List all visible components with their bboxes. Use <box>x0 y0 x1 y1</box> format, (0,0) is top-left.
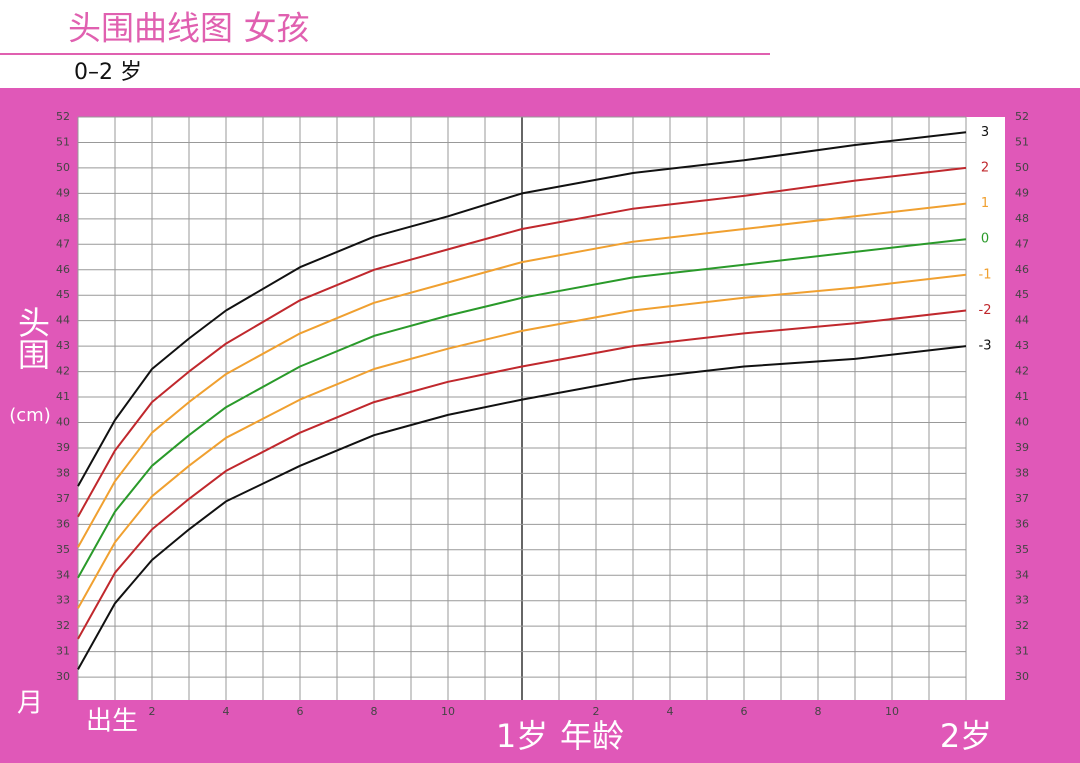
x-tick-label: 10 <box>441 705 455 718</box>
y-tick-label-right: 33 <box>1015 594 1029 607</box>
x-tick-label: 6 <box>297 705 304 718</box>
y-tick-label: 45 <box>56 288 70 301</box>
y-tick-label: 33 <box>56 594 70 607</box>
x-tick-label: 10 <box>885 705 899 718</box>
plot-background <box>78 117 1005 700</box>
y-tick-label-right: 47 <box>1015 237 1029 250</box>
y-tick-label-right: 52 <box>1015 110 1029 123</box>
series-label: 3 <box>981 125 989 140</box>
y-tick-label-right: 35 <box>1015 543 1029 556</box>
y-tick-label: 46 <box>56 263 70 276</box>
y-tick-label: 50 <box>56 161 70 174</box>
x-tick-label: 8 <box>815 705 822 718</box>
y-tick-label: 30 <box>56 670 70 683</box>
x-tick-label: 4 <box>223 705 230 718</box>
y-tick-label: 36 <box>56 517 70 530</box>
y-tick-label: 51 <box>56 135 70 148</box>
x-tick-label: 2 <box>593 705 600 718</box>
y-tick-label-right: 41 <box>1015 390 1029 403</box>
y-tick-label: 41 <box>56 390 70 403</box>
line-series <box>77 345 967 670</box>
y-tick-label: 49 <box>56 186 70 199</box>
x-tick-label: 2 <box>149 705 156 718</box>
x-tick-label: 2岁 <box>940 717 992 755</box>
y-tick-label-right: 36 <box>1015 517 1029 530</box>
y-tick-label: 31 <box>56 645 70 658</box>
series-label: 1 <box>981 196 989 211</box>
line-series <box>77 309 967 640</box>
series-label: -3 <box>979 339 992 354</box>
y-tick-label: 48 <box>56 212 70 225</box>
x-axis-unit: 月 <box>17 689 43 719</box>
y-tick-label: 52 <box>56 110 70 123</box>
y-tick-label-right: 40 <box>1015 416 1029 429</box>
y-tick-label: 40 <box>56 416 70 429</box>
series-label: -1 <box>979 267 992 282</box>
line-series <box>77 238 967 579</box>
y-tick-label-right: 51 <box>1015 135 1029 148</box>
y-tick-label: 38 <box>56 466 70 479</box>
line-series <box>77 273 967 609</box>
x-tick-label: 8 <box>371 705 378 718</box>
y-tick-label: 37 <box>56 492 70 505</box>
chart-subtitle: 0–2 岁 <box>74 60 142 85</box>
y-tick-label: 44 <box>56 314 70 327</box>
x-tick-label: 4 <box>667 705 674 718</box>
y-tick-label-right: 37 <box>1015 492 1029 505</box>
line-series <box>77 166 967 518</box>
y-tick-label-right: 30 <box>1015 670 1029 683</box>
chart-title: 头围曲线图 女孩 <box>68 9 310 48</box>
y-tick-label-right: 31 <box>1015 645 1029 658</box>
y-tick-label: 42 <box>56 365 70 378</box>
x-tick-label: 出生 <box>86 707 138 737</box>
y-tick-label-right: 32 <box>1015 619 1029 632</box>
y-tick-label-right: 38 <box>1015 466 1029 479</box>
y-tick-label: 43 <box>56 339 70 352</box>
line-series <box>77 202 967 548</box>
y-tick-label: 32 <box>56 619 70 632</box>
x-axis-label: 年龄 <box>560 717 624 755</box>
series-label: 0 <box>981 232 989 247</box>
y-tick-label-right: 49 <box>1015 186 1029 199</box>
y-tick-label: 47 <box>56 237 70 250</box>
y-tick-label-right: 45 <box>1015 288 1029 301</box>
y-axis-label: 头围 <box>13 306 51 370</box>
y-tick-label-right: 43 <box>1015 339 1029 352</box>
y-tick-label: 35 <box>56 543 70 556</box>
y-tick-label-right: 46 <box>1015 263 1029 276</box>
y-tick-label-right: 34 <box>1015 568 1029 581</box>
y-tick-label-right: 44 <box>1015 314 1029 327</box>
y-tick-label-right: 42 <box>1015 365 1029 378</box>
y-tick-label: 34 <box>56 568 70 581</box>
line-series <box>77 131 967 487</box>
y-axis-unit: (cm) <box>9 405 50 426</box>
series-label: -2 <box>979 303 992 318</box>
y-tick-label: 39 <box>56 441 70 454</box>
y-tick-label-right: 48 <box>1015 212 1029 225</box>
y-tick-label-right: 39 <box>1015 441 1029 454</box>
x-tick-label: 1岁 <box>496 717 548 755</box>
series-label: 2 <box>981 160 989 175</box>
y-tick-label-right: 50 <box>1015 161 1029 174</box>
x-tick-label: 6 <box>741 705 748 718</box>
